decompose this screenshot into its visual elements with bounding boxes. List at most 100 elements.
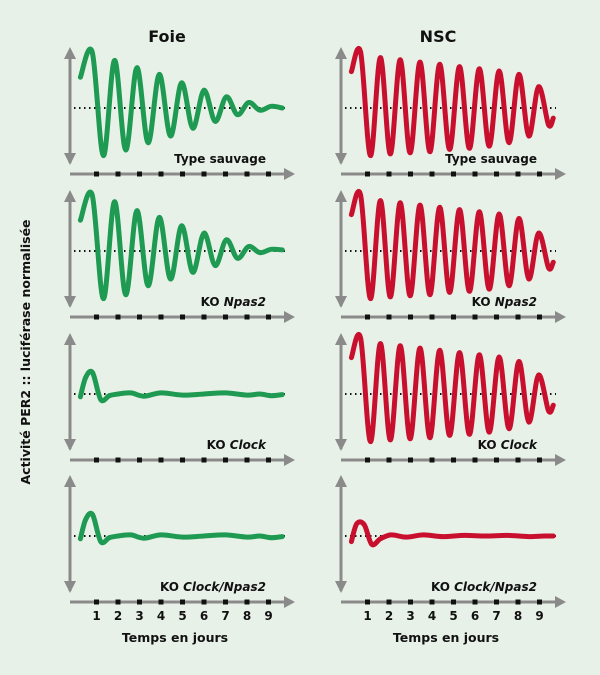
x-tick-mark xyxy=(472,599,478,605)
genotype-gene: Clock/Npas2 xyxy=(183,580,266,594)
x-tick-mark xyxy=(429,314,435,320)
x-tick-mark xyxy=(180,599,185,605)
x-tick-mark xyxy=(365,599,370,605)
series-line-foie-0 xyxy=(77,46,285,159)
y-axis-arrow-down xyxy=(335,439,347,451)
x-tick-mark xyxy=(266,171,271,177)
genotype-label: KO Clock/Npas2 xyxy=(431,580,537,594)
x-axis-arrow xyxy=(284,454,295,466)
x-tick-mark xyxy=(386,314,392,320)
genotype-label: Type sauvage xyxy=(174,152,266,166)
panel-nsc-1: KO Npas2 xyxy=(335,189,566,323)
x-tick-mark xyxy=(244,457,250,463)
x-tick-mark xyxy=(201,314,207,320)
x-tick-mark xyxy=(115,599,121,605)
x-tick-label: 5 xyxy=(449,609,457,623)
column-title-nsc: NSC xyxy=(420,27,457,46)
x-tick-label: 3 xyxy=(406,609,414,623)
x-tick-mark xyxy=(201,599,207,605)
x-tick-mark xyxy=(515,599,521,605)
x-tick-mark xyxy=(223,171,228,177)
x-tick-mark xyxy=(451,599,456,605)
x-tick-mark xyxy=(494,171,499,177)
x-tick-label: 2 xyxy=(385,609,393,623)
column-title-foie: Foie xyxy=(148,27,186,46)
x-tick-mark xyxy=(201,457,207,463)
y-axis-arrow-up xyxy=(64,333,76,345)
x-tick-label: 8 xyxy=(243,609,251,623)
x-tick-mark xyxy=(494,314,499,320)
x-tick-mark xyxy=(223,599,228,605)
genotype-label: KO Npas2 xyxy=(472,295,537,309)
x-tick-mark xyxy=(244,599,250,605)
series-line-foie-1 xyxy=(77,189,285,302)
x-axis-title-nsc: Temps en jours xyxy=(393,630,499,645)
genotype-name: Type sauvage xyxy=(174,152,266,166)
x-tick-mark xyxy=(201,171,207,177)
genotype-prefix: KO xyxy=(431,580,454,594)
x-tick-mark xyxy=(266,599,271,605)
x-tick-mark xyxy=(158,457,164,463)
y-axis-arrow-up xyxy=(335,333,347,345)
x-tick-mark xyxy=(223,314,228,320)
y-axis-arrow-down xyxy=(64,296,76,308)
x-axis-arrow xyxy=(555,596,566,608)
x-tick-mark xyxy=(365,171,370,177)
x-tick-mark xyxy=(180,457,185,463)
x-tick-mark xyxy=(94,171,99,177)
genotype-label: KO Clock/Npas2 xyxy=(160,580,266,594)
x-axis-arrow xyxy=(555,454,566,466)
series-line-nsc-3 xyxy=(348,519,556,548)
x-tick-mark xyxy=(180,314,185,320)
x-axis-titles: Temps en jours Temps en jours xyxy=(122,630,499,645)
x-tick-mark xyxy=(180,171,185,177)
panel-foie-0: Type sauvage xyxy=(64,46,295,180)
x-tick-label: 9 xyxy=(264,609,272,623)
x-tick-mark xyxy=(515,457,521,463)
x-axis-arrow xyxy=(555,168,566,180)
x-tick-mark xyxy=(472,171,478,177)
x-tick-label: 7 xyxy=(492,609,500,623)
x-tick-mark xyxy=(158,171,164,177)
genotype-label: KO Clock xyxy=(207,438,267,452)
x-tick-mark xyxy=(137,599,142,605)
panel-nsc-0: Type sauvage xyxy=(335,46,566,180)
x-tick-mark xyxy=(158,314,164,320)
panel-foie-3: 1 2 3 4 5 6 7 8 9 KO Clock/Npas2 xyxy=(64,475,295,623)
x-tick-mark xyxy=(429,599,435,605)
x-tick-mark xyxy=(451,314,456,320)
x-tick-label: 3 xyxy=(135,609,143,623)
x-tick-label: 6 xyxy=(471,609,479,623)
x-tick-label: 4 xyxy=(428,609,436,623)
x-tick-mark xyxy=(472,457,478,463)
x-tick-mark xyxy=(408,314,413,320)
x-tick-mark xyxy=(386,599,392,605)
x-tick-mark xyxy=(537,314,542,320)
x-tick-mark xyxy=(244,171,250,177)
y-axis-arrow-down xyxy=(335,581,347,593)
x-tick-mark xyxy=(429,171,435,177)
genotype-label: KO Npas2 xyxy=(201,295,266,309)
x-tick-mark xyxy=(365,457,370,463)
x-tick-mark xyxy=(515,314,521,320)
x-axis-arrow xyxy=(284,596,295,608)
x-tick-label: 1 xyxy=(92,609,100,623)
x-tick-mark xyxy=(408,599,413,605)
x-tick-mark xyxy=(223,457,228,463)
x-tick-mark xyxy=(94,457,99,463)
y-axis-arrow-down xyxy=(64,439,76,451)
panel-foie-1: KO Npas2 xyxy=(64,189,295,323)
x-tick-label: 7 xyxy=(221,609,229,623)
x-tick-mark xyxy=(115,314,121,320)
series-line-foie-2 xyxy=(77,368,285,404)
y-axis-arrow-up xyxy=(64,475,76,487)
x-tick-mark xyxy=(494,599,499,605)
y-axis-arrow-down xyxy=(64,581,76,593)
x-tick-mark xyxy=(408,457,413,463)
series-line-nsc-0 xyxy=(348,46,556,159)
x-tick-label: 9 xyxy=(535,609,543,623)
genotype-gene: Clock/Npas2 xyxy=(454,580,537,594)
x-tick-mark xyxy=(494,457,499,463)
x-tick-mark xyxy=(137,457,142,463)
